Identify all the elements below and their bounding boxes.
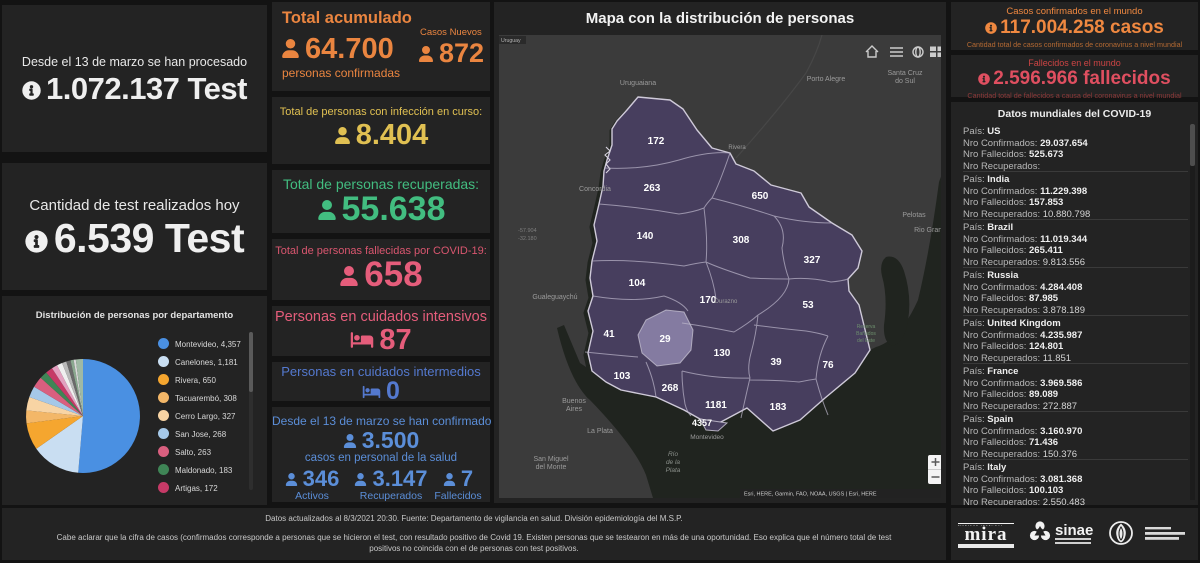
svg-text:53: 53 [802, 300, 814, 311]
svg-text:Uruguay: Uruguay [501, 38, 521, 44]
svg-text:268: 268 [662, 383, 679, 394]
svg-text:La Plata: La Plata [587, 428, 613, 435]
svg-text:Concordia: Concordia [579, 186, 611, 193]
svg-text:San Miguel: San Miguel [533, 456, 568, 463]
svg-text:103: 103 [614, 371, 631, 382]
svg-text:Uruguaiana: Uruguaiana [620, 80, 656, 87]
svg-text:Río: Río [668, 451, 679, 458]
svg-text:41: 41 [603, 329, 615, 340]
svg-text:650: 650 [752, 191, 769, 202]
svg-text:de la: de la [666, 459, 680, 466]
svg-text:1181: 1181 [705, 400, 727, 411]
svg-text:Bañados: Bañados [856, 331, 876, 337]
svg-text:308: 308 [733, 235, 750, 246]
svg-text:Buenos: Buenos [562, 398, 586, 405]
svg-text:Rivera: Rivera [728, 145, 746, 151]
svg-text:Gualeguaychú: Gualeguaychú [532, 294, 577, 301]
svg-text:Pelotas: Pelotas [902, 212, 926, 219]
svg-text:39: 39 [770, 357, 782, 368]
svg-text:Santa Cruz: Santa Cruz [887, 70, 923, 77]
svg-text:Durazno: Durazno [715, 299, 738, 305]
svg-text:4357: 4357 [692, 418, 712, 428]
svg-text:Esri, HERE, Garmin, FAO, NOAA,: Esri, HERE, Garmin, FAO, NOAA, USGS | Es… [744, 492, 877, 498]
svg-text:263: 263 [644, 183, 661, 194]
svg-text:327: 327 [804, 255, 821, 266]
svg-text:170: 170 [700, 295, 717, 306]
svg-text:29: 29 [659, 334, 671, 345]
svg-text:Plata: Plata [666, 467, 681, 474]
svg-text:-57.904: -57.904 [518, 228, 537, 234]
svg-text:del Este: del Este [857, 338, 875, 344]
svg-text:-32.180: -32.180 [518, 236, 537, 242]
svg-text:76: 76 [822, 360, 834, 371]
svg-text:sinae: sinae [1055, 522, 1093, 539]
svg-text:Montevideo: Montevideo [690, 434, 724, 441]
svg-text:Reserva: Reserva [857, 324, 876, 330]
svg-text:183: 183 [770, 402, 787, 413]
svg-text:140: 140 [637, 231, 654, 242]
svg-text:Porto Alegre: Porto Alegre [807, 76, 846, 83]
svg-text:130: 130 [714, 348, 731, 359]
svg-text:Rio Grande: Rio Grande [914, 227, 941, 234]
svg-text:104: 104 [629, 278, 646, 289]
svg-text:172: 172 [648, 136, 665, 147]
svg-text:Aires: Aires [566, 406, 582, 413]
svg-text:del Monte: del Monte [536, 464, 567, 471]
svg-text:do Sul: do Sul [895, 78, 915, 85]
